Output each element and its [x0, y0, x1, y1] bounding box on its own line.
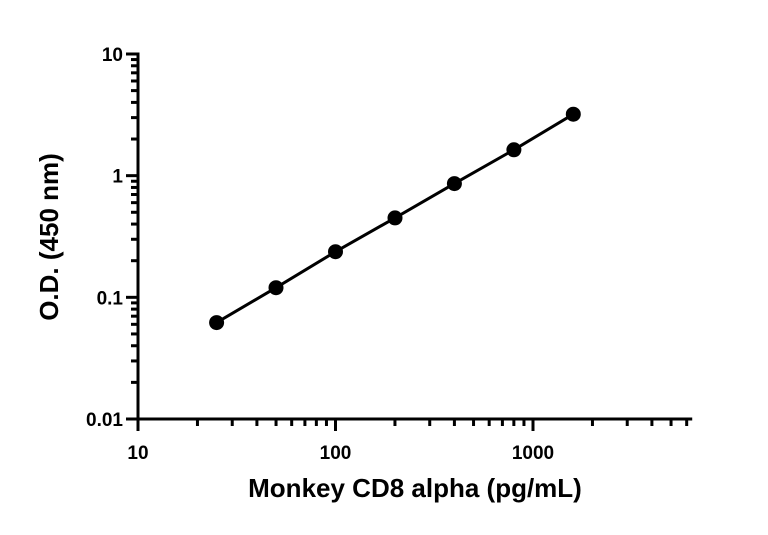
- data-point-marker: [209, 315, 225, 331]
- data-point-marker: [565, 106, 581, 122]
- data-point-marker: [446, 176, 462, 192]
- data-point-marker: [328, 244, 343, 260]
- plot-series: [209, 106, 581, 331]
- x-tick-label: 10: [127, 443, 148, 464]
- x-axis: 10 100 1000: [126, 417, 693, 464]
- data-point-marker: [387, 210, 403, 226]
- y-tick-label: 0.1: [97, 288, 124, 309]
- y-tick-label: 10: [102, 45, 123, 66]
- data-point-marker: [506, 142, 522, 158]
- x-tick-label: 1000: [512, 443, 554, 464]
- y-tick-label: 0.01: [86, 410, 123, 431]
- y-tick-label: 1: [112, 167, 123, 188]
- data-point-marker: [268, 280, 284, 296]
- y-axis: 0.01 0.1 1 10: [86, 45, 140, 431]
- y-axis-title: O.D. (450 nm): [34, 153, 64, 321]
- x-axis-title: Monkey CD8 alpha (pg/mL): [248, 473, 582, 503]
- x-tick-label: 100: [320, 443, 352, 464]
